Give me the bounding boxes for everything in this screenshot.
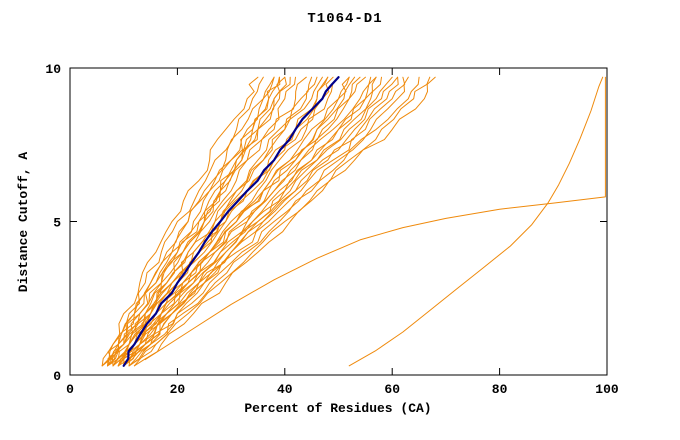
outlier-model-b: [348, 76, 604, 367]
plot-frame: [69, 67, 608, 376]
chart-title: T1064-D1: [307, 11, 382, 27]
y-axis-label: Distance Cutoff, A: [16, 152, 31, 293]
model-30: [117, 76, 287, 367]
model-35: [117, 76, 399, 367]
axis-ticks: 0 20 40 60 80 100 0 5 10: [45, 62, 619, 397]
model-28: [107, 76, 286, 367]
y-tick-label: 10: [45, 62, 61, 77]
model-09: [117, 76, 350, 367]
model-34: [128, 76, 377, 367]
x-axis-label: Percent of Residues (CA): [244, 401, 431, 416]
model-31: [107, 76, 281, 367]
plot-area: [101, 76, 606, 367]
outlier-model-a: [144, 76, 606, 361]
model-14: [123, 76, 406, 367]
model-11: [112, 76, 372, 367]
model-26: [123, 76, 409, 367]
model-33: [123, 76, 350, 367]
x-tick-label: 20: [170, 382, 186, 397]
model-21: [107, 76, 329, 367]
model-32: [112, 76, 323, 367]
model-16: [133, 76, 436, 367]
x-tick-label: 80: [492, 382, 508, 397]
model-27: [101, 76, 275, 367]
highlight-model: [122, 76, 340, 367]
y-tick-label: 0: [53, 369, 61, 384]
model-05: [107, 76, 307, 367]
x-tick-label: 100: [595, 382, 619, 397]
model-17: [101, 76, 264, 367]
y-tick-label: 5: [53, 216, 61, 231]
x-tick-label: 60: [384, 382, 400, 397]
model-01: [101, 76, 259, 367]
model-22: [123, 76, 356, 367]
model-29: [133, 76, 431, 367]
x-tick-label: 40: [277, 382, 293, 397]
x-tick-label: 0: [66, 382, 74, 397]
model-15: [128, 76, 420, 367]
